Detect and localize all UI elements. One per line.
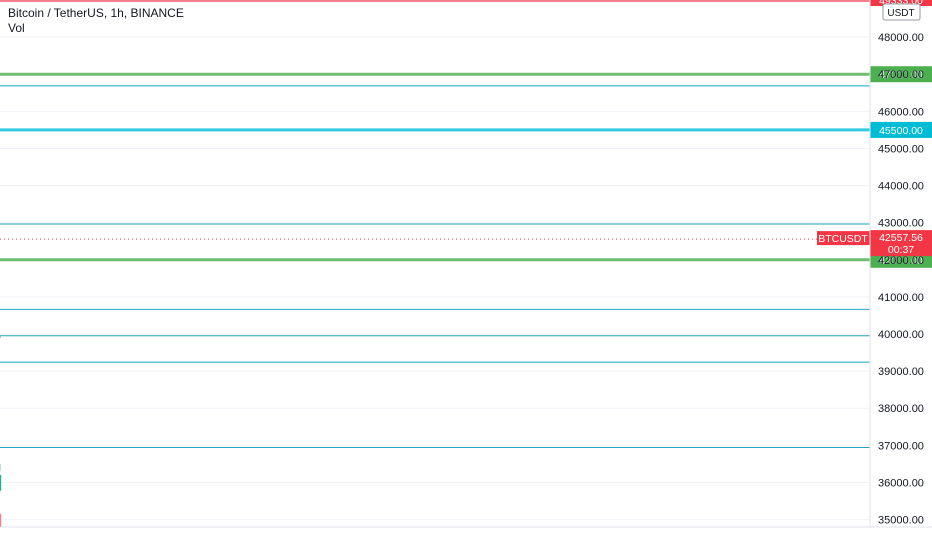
current-price-label: 42557.56: [879, 232, 923, 244]
level-price-label: 42000.00: [879, 255, 923, 267]
price-tick-label: 48000.00: [878, 32, 924, 44]
price-tick-label: 40000.00: [878, 329, 924, 341]
symbol-tag-label: BTCUSDT: [818, 233, 868, 245]
price-tick-label: 45000.00: [878, 143, 924, 155]
volume-bars: [0, 513, 2, 527]
price-tick-label: 35000.00: [878, 515, 924, 527]
symbol-tag: [817, 231, 870, 246]
top-level-tag: [870, 0, 932, 6]
currency-button-label: USDT: [887, 8, 914, 19]
volume-indicator-label: Vol: [8, 21, 25, 35]
price-tick-label: 42000.00: [878, 255, 924, 267]
current-price-tag: [870, 230, 932, 257]
horizontal-levels: [0, 0, 870, 262]
currency-button[interactable]: USDT: [882, 3, 921, 21]
price-tick-label: 47000.00: [878, 69, 924, 81]
volume-bar: [0, 513, 2, 527]
price-tick-label: 43000.00: [878, 218, 924, 230]
level-price-tag: [870, 66, 932, 83]
countdown-label: 00:37: [888, 244, 914, 256]
symbol-title: Bitcoin / TetherUS, 1h, BINANCE: [8, 6, 184, 20]
price-tick-label: 39000.00: [878, 366, 924, 378]
price-tick-label: 38000.00: [878, 403, 924, 415]
fib-extension: 1.618(46687.71)1(42965.72)0.618(40665.07…: [0, 85, 870, 448]
price-tick-label: 46000.00: [878, 106, 924, 118]
candle-body: [0, 475, 2, 491]
level-price-tag: [870, 121, 932, 138]
price-series: [0, 463, 2, 496]
price-tick-label: 41000.00: [878, 292, 924, 304]
level-price-label: 47000.00: [879, 69, 923, 81]
price-tick-label: 37000.00: [878, 440, 924, 452]
price-tick-label: 44000.00: [878, 181, 924, 193]
price-tick-label: 36000.00: [878, 477, 924, 489]
level-price-label: 45500.00: [879, 125, 923, 137]
